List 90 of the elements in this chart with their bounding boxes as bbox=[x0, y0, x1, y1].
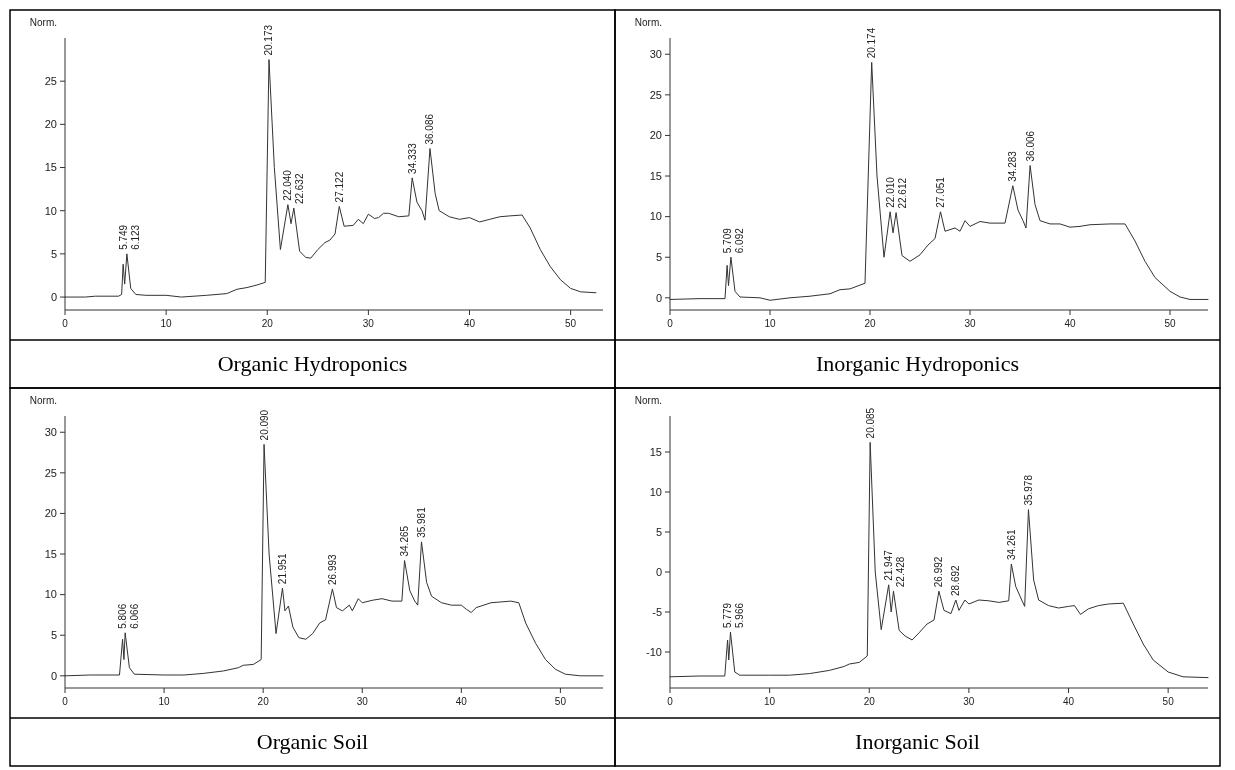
text: Inorganic Hydroponics bbox=[815, 351, 1020, 376]
y-tick-label: 20 bbox=[44, 118, 57, 131]
annotation: 20.085 bbox=[864, 407, 876, 439]
x-tick-label: 40 bbox=[463, 318, 476, 329]
y-tick-label: 5 bbox=[655, 251, 662, 264]
y-tick-label: 25 bbox=[649, 88, 662, 101]
annotation: 35.981 bbox=[415, 506, 427, 538]
annotation: 21.947 bbox=[883, 549, 895, 581]
y-tick-label: 0 bbox=[655, 291, 662, 304]
annotation: 22.010 bbox=[884, 176, 896, 208]
y-tick-label: 20 bbox=[44, 507, 57, 520]
y-axis-title: Norm. bbox=[29, 395, 57, 406]
y-tick-label: 0 bbox=[50, 290, 57, 303]
y-tick-label: 0 bbox=[50, 669, 57, 682]
x-tick-label: 20 bbox=[864, 318, 876, 329]
annotation: 28.692 bbox=[950, 564, 962, 596]
y-tick-label: 15 bbox=[44, 161, 57, 174]
y-axis-title: Norm. bbox=[634, 17, 662, 28]
annotation: 21.951 bbox=[276, 553, 288, 585]
x-tick-label: 50 bbox=[1162, 696, 1175, 707]
x-tick-label: 10 bbox=[160, 318, 173, 329]
annotation: 22.612 bbox=[896, 177, 908, 209]
y-tick-label: 10 bbox=[44, 204, 57, 217]
y-tick-label: 10 bbox=[44, 588, 57, 601]
x-tick-label: 20 bbox=[863, 696, 876, 707]
y-tick-label: -10 bbox=[646, 645, 662, 658]
annotation: 26.993 bbox=[326, 553, 338, 585]
x-tick-label: 50 bbox=[554, 696, 567, 707]
y-tick-label: 0 bbox=[655, 565, 662, 578]
x-tick-label: 30 bbox=[963, 696, 975, 707]
y-tick-label: 30 bbox=[44, 426, 57, 439]
annotation: 20.090 bbox=[258, 409, 270, 441]
annotation: 6.092 bbox=[733, 227, 745, 254]
x-tick-label: 10 bbox=[764, 696, 776, 707]
text: Organic Hydroponics bbox=[217, 351, 408, 376]
annotation: 34.283 bbox=[1007, 150, 1019, 182]
y-tick-label: 5 bbox=[655, 525, 662, 538]
annotation: 35.978 bbox=[1022, 474, 1034, 506]
y-tick-label: 10 bbox=[649, 485, 662, 498]
y-tick-label: 20 bbox=[649, 129, 662, 142]
annotation: 5.806 bbox=[117, 603, 129, 629]
y-tick-label: 15 bbox=[649, 445, 662, 458]
x-tick-label: 0 bbox=[62, 696, 69, 707]
annotation: 36.086 bbox=[424, 113, 436, 145]
x-tick-label: 10 bbox=[764, 318, 776, 329]
annotation: 5.709 bbox=[721, 227, 733, 254]
annotation: 5.966 bbox=[734, 602, 746, 628]
x-tick-label: 30 bbox=[356, 696, 369, 707]
x-tick-label: 20 bbox=[261, 318, 274, 329]
x-tick-label: 0 bbox=[667, 696, 674, 707]
x-tick-label: 30 bbox=[964, 318, 976, 329]
x-tick-label: 0 bbox=[62, 318, 69, 329]
annotation: 34.261 bbox=[1005, 528, 1017, 560]
annotation: 26.992 bbox=[933, 556, 945, 588]
annotation: 27.122 bbox=[333, 171, 345, 203]
y-tick-label: 5 bbox=[50, 629, 57, 642]
x-tick-label: 50 bbox=[565, 318, 577, 329]
y-tick-label: 5 bbox=[50, 247, 57, 260]
x-tick-label: 20 bbox=[257, 696, 270, 707]
annotation: 34.265 bbox=[399, 525, 411, 557]
y-tick-label: -5 bbox=[652, 605, 662, 618]
annotation: 22.040 bbox=[282, 169, 294, 201]
y-tick-label: 30 bbox=[649, 48, 662, 61]
annotation: 6.123 bbox=[129, 224, 141, 250]
annotation: 5.749 bbox=[117, 224, 129, 250]
text: Inorganic Soil bbox=[855, 729, 980, 754]
annotation: 36.006 bbox=[1024, 130, 1036, 162]
x-tick-label: 0 bbox=[667, 318, 674, 329]
text: Organic Soil bbox=[256, 729, 369, 754]
y-tick-label: 25 bbox=[44, 466, 57, 479]
y-tick-label: 15 bbox=[44, 547, 57, 560]
x-tick-label: 40 bbox=[455, 696, 468, 707]
y-tick-label: 15 bbox=[649, 169, 662, 182]
annotation: 20.173 bbox=[263, 24, 275, 56]
y-axis-title: Norm. bbox=[29, 17, 57, 28]
annotation: 20.174 bbox=[866, 27, 878, 59]
annotation: 27.051 bbox=[935, 176, 946, 208]
y-tick-label: 10 bbox=[649, 210, 662, 223]
annotation: 5.779 bbox=[722, 602, 734, 628]
y-tick-label: 25 bbox=[44, 75, 57, 88]
x-tick-label: 50 bbox=[1164, 318, 1176, 329]
x-tick-label: 10 bbox=[158, 696, 171, 707]
annotation: 22.632 bbox=[294, 173, 306, 205]
annotation: 34.333 bbox=[406, 142, 418, 174]
annotation: 6.066 bbox=[129, 603, 141, 629]
y-axis-title: Norm. bbox=[634, 395, 662, 406]
x-tick-label: 30 bbox=[362, 318, 375, 329]
x-tick-label: 40 bbox=[1062, 696, 1075, 707]
x-tick-label: 40 bbox=[1064, 318, 1076, 329]
annotation: 22.428 bbox=[895, 556, 907, 588]
